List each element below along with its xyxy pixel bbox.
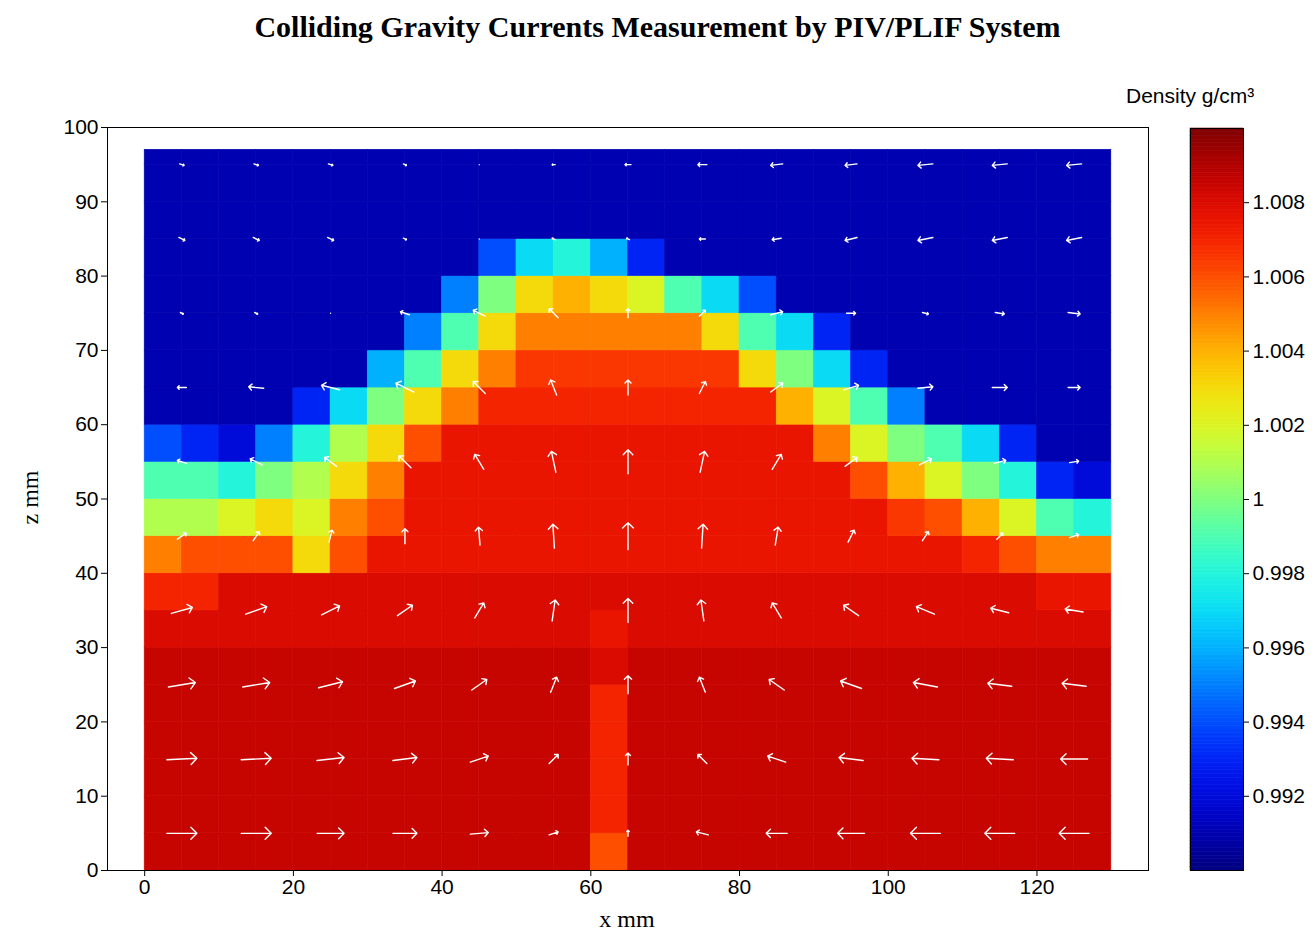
svg-text:1.004: 1.004 xyxy=(1253,339,1306,362)
html-text:z mm: z mm xyxy=(16,470,43,525)
svg-text:1.006: 1.006 xyxy=(1253,265,1306,288)
svg-text:100: 100 xyxy=(871,875,906,898)
svg-text:50: 50 xyxy=(75,487,98,510)
svg-text:0.998: 0.998 xyxy=(1253,561,1306,584)
svg-text:60: 60 xyxy=(579,875,602,898)
svg-text:1.002: 1.002 xyxy=(1253,413,1306,436)
svg-text:20: 20 xyxy=(75,710,98,733)
svg-text:40: 40 xyxy=(75,561,98,584)
svg-text:120: 120 xyxy=(1019,875,1054,898)
svg-text:60: 60 xyxy=(75,412,98,435)
svg-text:0: 0 xyxy=(87,858,99,881)
svg-text:30: 30 xyxy=(75,635,98,658)
svg-text:1.008: 1.008 xyxy=(1253,190,1306,213)
svg-text:1: 1 xyxy=(1253,487,1265,510)
svg-text:0.994: 0.994 xyxy=(1253,710,1306,733)
svg-text:20: 20 xyxy=(282,875,305,898)
svg-text:10: 10 xyxy=(75,784,98,807)
svg-text:80: 80 xyxy=(75,264,98,287)
svg-text:0.996: 0.996 xyxy=(1253,636,1306,659)
html-text:Density g/cm³: Density g/cm³ xyxy=(1126,84,1255,107)
svg-text:40: 40 xyxy=(430,875,453,898)
svg-text:0: 0 xyxy=(139,875,151,898)
svg-text:90: 90 xyxy=(75,190,98,213)
svg-text:80: 80 xyxy=(728,875,751,898)
svg-text:0.992: 0.992 xyxy=(1253,784,1306,807)
svg-text:70: 70 xyxy=(75,338,98,361)
svg-text:100: 100 xyxy=(63,115,98,138)
html-text:Colliding Gravity Currents Mea: Colliding Gravity Currents Measurement b… xyxy=(254,10,1061,43)
html-text:x mm: x mm xyxy=(599,906,655,932)
